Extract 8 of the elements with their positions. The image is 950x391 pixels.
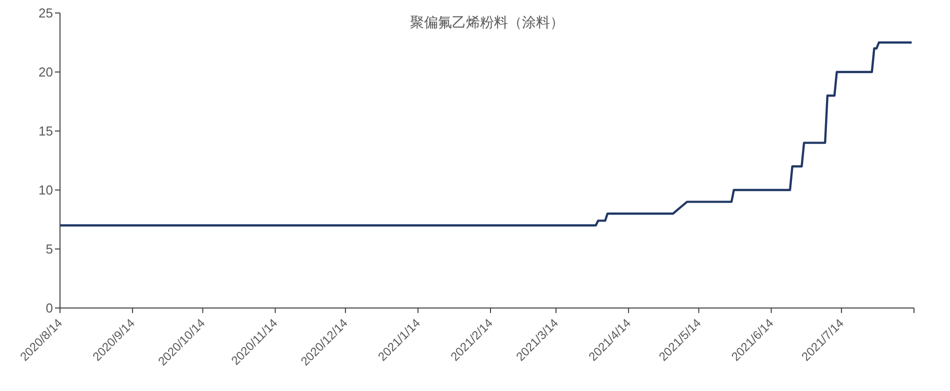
chart-title: 聚偏氟乙烯粉料（涂料）: [409, 14, 565, 32]
line-series: [60, 41, 913, 226]
y-tick-label: 15: [38, 124, 53, 139]
y-tick-label: 0: [46, 300, 53, 316]
y-tick-label: 20: [38, 64, 53, 80]
y-tick-label: 5: [46, 242, 53, 257]
y-tick-label: 25: [38, 6, 53, 21]
y-tick-label: 10: [38, 182, 53, 198]
